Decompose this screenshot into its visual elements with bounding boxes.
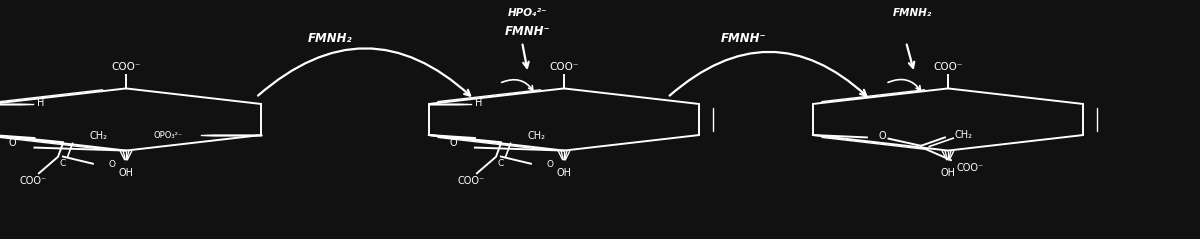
Text: FMNH₂: FMNH₂ <box>307 32 353 45</box>
Text: O: O <box>449 138 457 148</box>
Text: HPO₄²⁻: HPO₄²⁻ <box>508 8 548 18</box>
Text: O: O <box>546 160 553 169</box>
Text: O: O <box>108 160 115 169</box>
Text: CH₂: CH₂ <box>527 131 545 141</box>
Text: FMNH⁻: FMNH⁻ <box>505 25 551 38</box>
Text: C: C <box>60 159 66 168</box>
FancyArrowPatch shape <box>670 52 866 96</box>
Text: COO⁻: COO⁻ <box>112 62 140 72</box>
Text: OH: OH <box>119 168 133 179</box>
Text: FMNH₂: FMNH₂ <box>893 8 931 18</box>
FancyArrowPatch shape <box>907 44 914 68</box>
Text: CH₂: CH₂ <box>89 131 107 141</box>
Text: COO⁻: COO⁻ <box>457 176 485 186</box>
Text: COO⁻: COO⁻ <box>956 163 984 173</box>
Text: O: O <box>878 131 887 141</box>
Text: H: H <box>36 98 44 108</box>
Text: OH: OH <box>557 168 571 179</box>
Text: COO⁻: COO⁻ <box>550 62 578 72</box>
Text: COO⁻: COO⁻ <box>19 176 47 186</box>
Text: O: O <box>8 138 17 148</box>
Text: COO⁻: COO⁻ <box>934 62 962 72</box>
FancyArrowPatch shape <box>502 80 533 91</box>
Text: FMNH⁻: FMNH⁻ <box>721 32 767 45</box>
Text: CH₂: CH₂ <box>954 130 972 140</box>
Text: H: H <box>474 98 482 108</box>
Text: OH: OH <box>941 168 955 179</box>
FancyArrowPatch shape <box>522 44 529 68</box>
FancyArrowPatch shape <box>888 80 920 91</box>
FancyArrowPatch shape <box>258 48 470 96</box>
Text: OPO₃²⁻: OPO₃²⁻ <box>154 130 184 140</box>
Text: C: C <box>498 159 504 168</box>
